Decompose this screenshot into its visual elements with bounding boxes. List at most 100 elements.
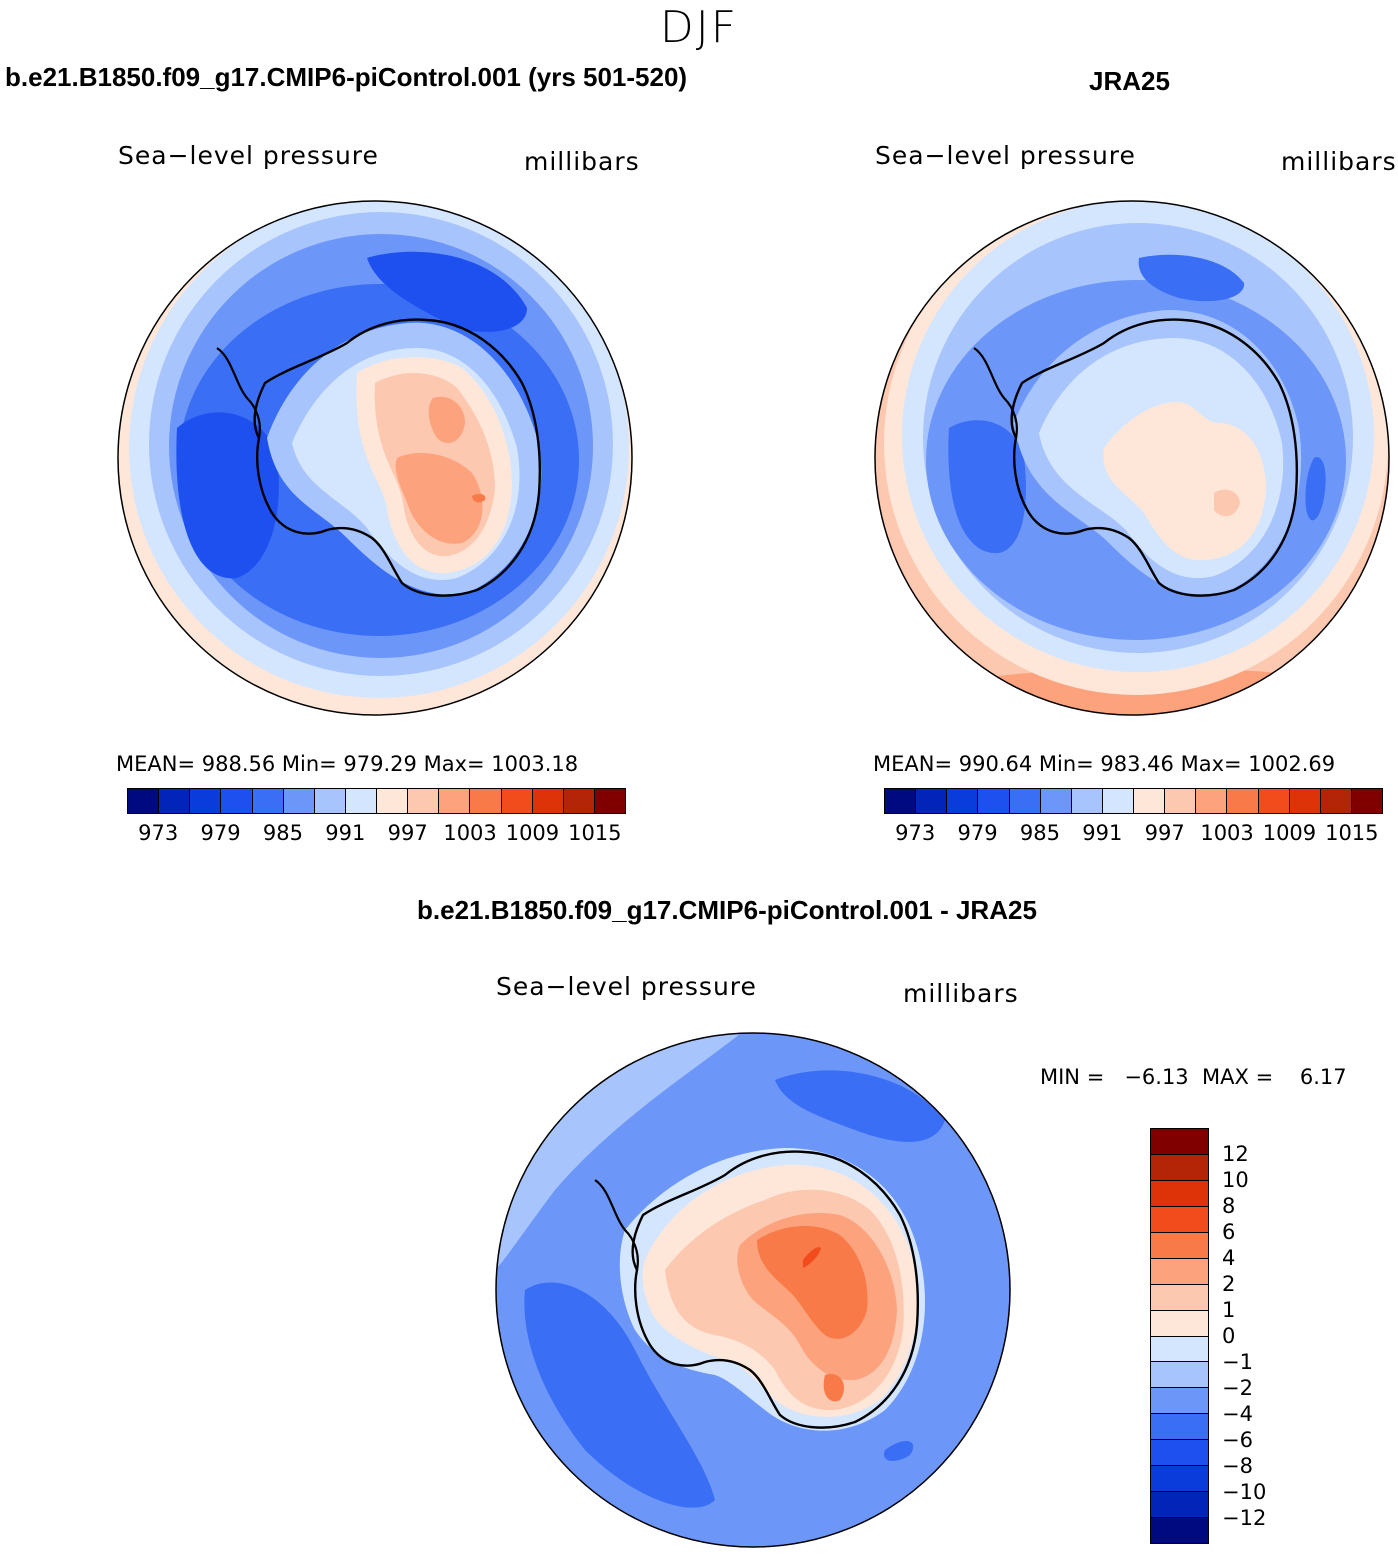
- panel2-units: millibars: [1281, 147, 1397, 176]
- colorbar-swatch: [885, 789, 917, 813]
- colorbar-tick-label: −8: [1222, 1454, 1253, 1478]
- panel1-field-high4: [428, 396, 465, 443]
- diff-field-low-n: [775, 1070, 945, 1142]
- panel1-stats: MEAN= 988.56 Min= 979.29 Max= 1003.18: [116, 752, 579, 776]
- colorbar-swatch: [1151, 1129, 1208, 1154]
- colorbar-tick-label: 997: [1144, 821, 1185, 845]
- colorbar-swatch: [532, 789, 564, 813]
- colorbar-tick-label: 1003: [443, 821, 497, 845]
- panel1-field-high3: [395, 453, 483, 544]
- colorbar-swatch: [1040, 789, 1072, 813]
- colorbar-tick-label: 4: [1222, 1246, 1236, 1270]
- colorbar-swatch: [470, 789, 502, 813]
- panel2-title: JRA25: [1089, 66, 1170, 96]
- colorbar-swatch: [563, 789, 595, 813]
- colorbar-tick-label: −12: [1222, 1506, 1267, 1530]
- colorbar-tick-label: 10: [1222, 1168, 1249, 1192]
- diff-colorbar: [1150, 1128, 1209, 1544]
- colorbar-swatch: [1151, 1335, 1208, 1362]
- panel2-colorbar: [884, 788, 1383, 814]
- panel2-map: [874, 200, 1390, 716]
- colorbar-swatch: [594, 789, 625, 813]
- colorbar-tick-label: 0: [1222, 1324, 1236, 1348]
- colorbar-swatch: [1320, 789, 1352, 813]
- colorbar-swatch: [283, 789, 315, 813]
- colorbar-swatch: [345, 789, 377, 813]
- colorbar-swatch: [1196, 789, 1228, 813]
- colorbar-tick-label: 12: [1222, 1142, 1249, 1166]
- panel1-coastline: [253, 318, 542, 597]
- colorbar-swatch: [1151, 1257, 1208, 1284]
- colorbar-swatch: [190, 789, 222, 813]
- colorbar-swatch: [221, 789, 253, 813]
- diff-field-high4: [757, 1225, 868, 1339]
- panel1-field-low-west: [176, 412, 279, 579]
- colorbar-swatch: [501, 789, 533, 813]
- colorbar-swatch: [1151, 1205, 1208, 1232]
- panel2-field-low-north: [1138, 254, 1245, 302]
- panel2-variable: Sea−level pressure: [875, 141, 1136, 170]
- panel2-coastline: [1010, 318, 1299, 597]
- panel2-peninsula: [973, 347, 1018, 439]
- colorbar-swatch: [1102, 789, 1134, 813]
- colorbar-tick-label: 991: [325, 821, 366, 845]
- panel1-map: [117, 200, 633, 716]
- colorbar-tick-label: 8: [1222, 1194, 1236, 1218]
- diff-coastline: [631, 1150, 920, 1429]
- diff-title: b.e21.B1850.f09_g17.CMIP6-piControl.001 …: [417, 895, 1037, 925]
- colorbar-tick-label: −2: [1222, 1376, 1253, 1400]
- colorbar-tick-label: 6: [1222, 1220, 1236, 1244]
- panel2-field-high2: [1214, 489, 1240, 517]
- colorbar-swatch: [978, 789, 1010, 813]
- colorbar-tick-label: −10: [1222, 1480, 1267, 1504]
- colorbar-swatch: [1151, 1309, 1208, 1336]
- colorbar-swatch: [408, 789, 440, 813]
- colorbar-swatch: [314, 789, 346, 813]
- colorbar-tick-label: 1: [1222, 1298, 1236, 1322]
- colorbar-tick-label: 979: [957, 821, 998, 845]
- colorbar-swatch: [1151, 1517, 1208, 1543]
- panel2-field-low-west: [948, 420, 1026, 554]
- colorbar-tick-label: 973: [138, 821, 179, 845]
- colorbar-swatch: [1151, 1283, 1208, 1310]
- diff-field-max: [803, 1247, 821, 1268]
- colorbar-tick-label: 1015: [1325, 821, 1379, 845]
- colorbar-tick-label: −4: [1222, 1402, 1253, 1426]
- colorbar-swatch: [1134, 789, 1166, 813]
- diff-field-low-sw: [524, 1282, 715, 1508]
- colorbar-swatch: [1151, 1439, 1208, 1466]
- colorbar-swatch: [377, 789, 409, 813]
- panel2-map-border: [874, 200, 1390, 716]
- colorbar-swatch: [159, 789, 191, 813]
- panel1-map-border: [117, 200, 633, 716]
- colorbar-swatch: [252, 789, 284, 813]
- colorbar-swatch: [1151, 1231, 1208, 1258]
- colorbar-tick-label: 1003: [1200, 821, 1254, 845]
- colorbar-swatch: [1151, 1413, 1208, 1440]
- colorbar-tick-label: 997: [387, 821, 428, 845]
- colorbar-tick-label: 2: [1222, 1272, 1236, 1296]
- colorbar-swatch: [1071, 789, 1103, 813]
- colorbar-swatch: [1258, 789, 1290, 813]
- colorbar-swatch: [1009, 789, 1041, 813]
- colorbar-tick-label: 1009: [1262, 821, 1317, 845]
- diff-minmax: MIN = −6.13 MAX = 6.17: [1040, 1065, 1347, 1089]
- colorbar-tick-label: 985: [262, 821, 303, 845]
- colorbar-swatch: [1151, 1465, 1208, 1492]
- colorbar-tick-label: 991: [1082, 821, 1123, 845]
- panel1-colorbar: [127, 788, 626, 814]
- colorbar-swatch: [439, 789, 471, 813]
- panel1-peninsula: [216, 347, 261, 439]
- diff-map-border: [495, 1032, 1011, 1548]
- colorbar-tick-label: 1009: [505, 821, 560, 845]
- panel1-variable: Sea−level pressure: [118, 141, 379, 170]
- panel2-stats: MEAN= 990.64 Min= 983.46 Max= 1002.69: [873, 752, 1336, 776]
- colorbar-swatch: [1151, 1387, 1208, 1414]
- colorbar-tick-label: 979: [200, 821, 241, 845]
- colorbar-swatch: [916, 789, 948, 813]
- diff-variable: Sea−level pressure: [496, 972, 757, 1001]
- colorbar-swatch: [1151, 1179, 1208, 1206]
- colorbar-swatch: [1227, 789, 1259, 813]
- panel1-field-low-north: [367, 251, 527, 332]
- diff-peninsula: [594, 1179, 639, 1271]
